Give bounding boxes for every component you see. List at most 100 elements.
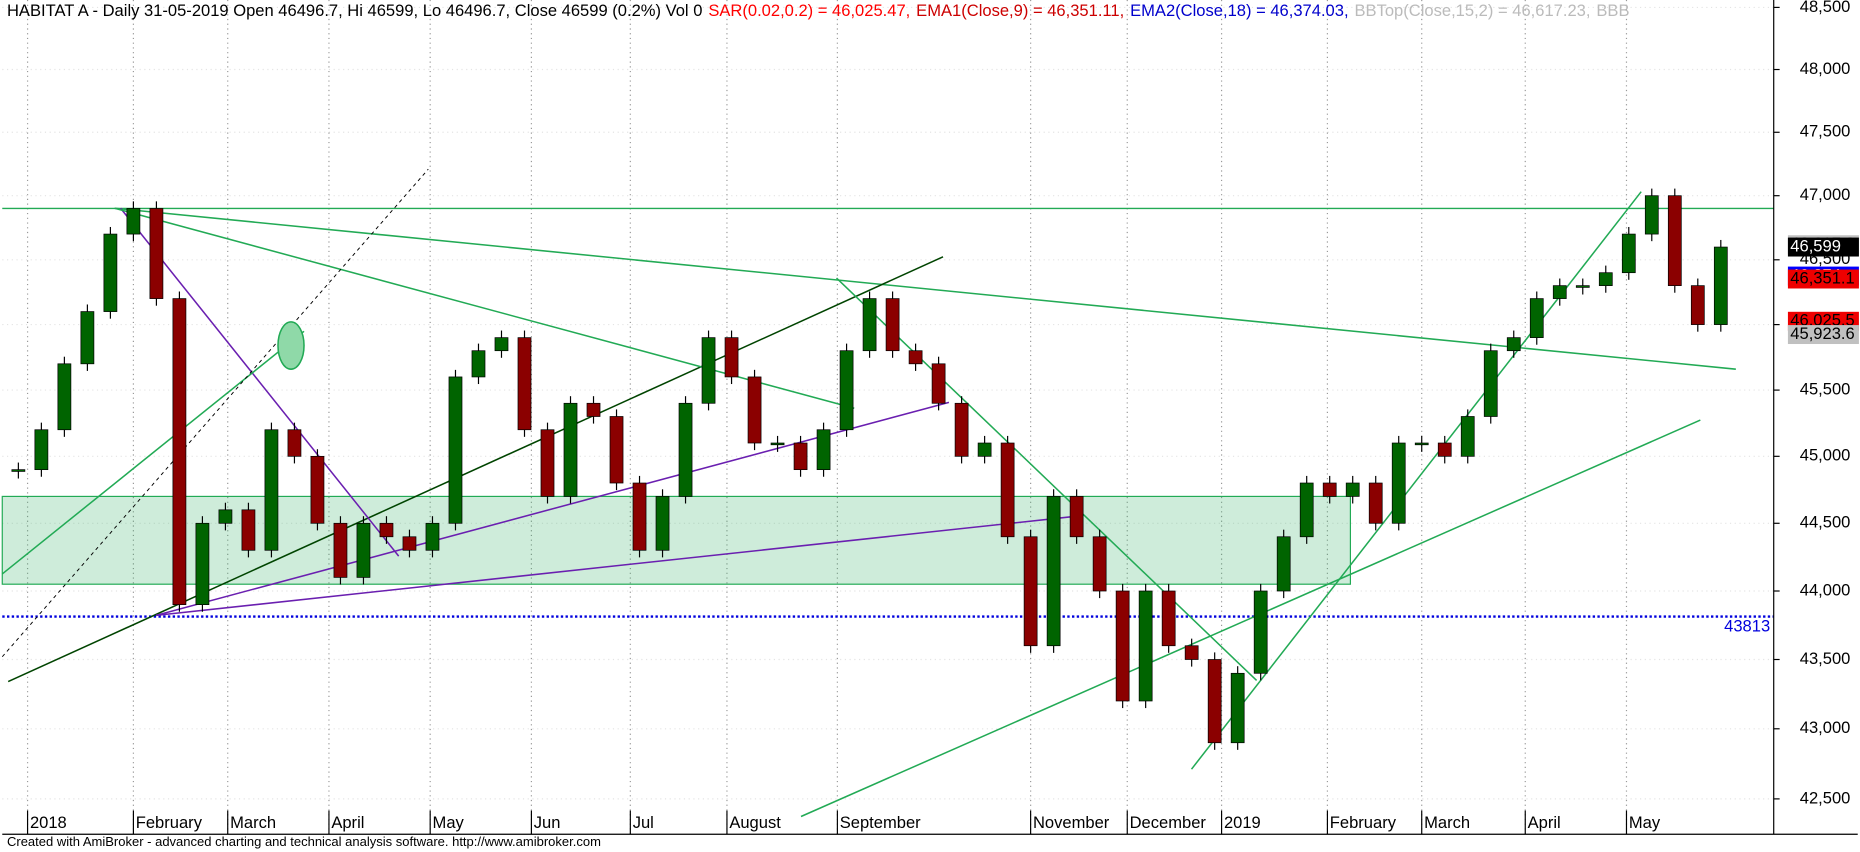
trendline — [800, 419, 1701, 818]
y-tick-label: 43,000 — [1800, 718, 1851, 737]
candle — [1161, 590, 1176, 647]
x-tick-label: December — [1130, 813, 1207, 832]
y-tick-label: 45,500 — [1800, 379, 1851, 398]
trendline — [7, 256, 944, 683]
candle — [1598, 272, 1613, 286]
candle — [287, 429, 302, 457]
ellipse — [277, 321, 305, 370]
candle — [1299, 482, 1314, 538]
trendline — [835, 277, 1258, 681]
x-tick-label: February — [1330, 813, 1397, 832]
candle — [655, 496, 670, 551]
x-tick-label: 2019 — [1224, 813, 1261, 832]
x-tick-label: May — [1629, 813, 1661, 832]
candle — [632, 482, 647, 551]
candle — [747, 376, 762, 444]
x-tick-label: September — [840, 813, 921, 832]
trendline — [156, 515, 1080, 617]
candle — [149, 208, 164, 299]
title-part: SAR(0.02,0.2) = 46,025.47, — [708, 1, 910, 20]
candle — [241, 509, 256, 551]
x-tick-label: August — [729, 813, 781, 832]
candle — [517, 337, 532, 431]
candle — [1322, 482, 1337, 497]
price-label: 45,923.6 — [1790, 324, 1854, 343]
candle — [379, 522, 394, 538]
y-tick-label: 45,000 — [1800, 446, 1851, 465]
candle — [862, 298, 877, 352]
candle — [1575, 285, 1590, 288]
candle — [402, 536, 417, 551]
candle — [80, 311, 95, 365]
candle — [1046, 496, 1061, 647]
candle — [1023, 536, 1038, 647]
candle — [333, 522, 348, 578]
candle — [954, 402, 969, 457]
candle — [977, 442, 992, 457]
candle — [1506, 337, 1521, 352]
candle — [57, 363, 72, 431]
candle — [563, 402, 578, 497]
trendline — [1, 330, 305, 575]
title-part: BBTop(Close,15,2) = 46,617.23, — [1355, 1, 1591, 20]
price-label: 46,599 — [1790, 236, 1841, 255]
candle — [425, 522, 440, 551]
candle — [11, 469, 26, 472]
chart-title: HABITAT A - Daily 31-05-2019 Open 46496.… — [7, 1, 1630, 20]
title-part: HABITAT A - Daily 31-05-2019 Open 46496.… — [7, 1, 702, 20]
y-tick-label: 43,500 — [1800, 649, 1851, 668]
y-tick-label: 44,500 — [1800, 513, 1851, 532]
candle — [1138, 590, 1153, 702]
x-tick-label: November — [1033, 813, 1110, 832]
candle — [1644, 195, 1659, 235]
candle — [586, 402, 601, 417]
candle — [1115, 590, 1130, 702]
candle — [218, 509, 233, 524]
candle — [1483, 350, 1498, 417]
price-badge — [1787, 237, 1859, 257]
candle — [34, 429, 49, 471]
x-tick-label: April — [331, 813, 364, 832]
axis-labels: 42,500 43,000 43,500 44,000 44,500 45,000 45,5… — [26, 0, 1859, 835]
y-tick-label: 47,500 — [1800, 122, 1851, 141]
candle — [839, 350, 854, 431]
candle — [1437, 442, 1452, 457]
candle — [1552, 285, 1567, 299]
price-label: 46,351.1 — [1790, 268, 1854, 287]
y-tick-label: 48,000 — [1800, 59, 1851, 78]
candle — [1713, 246, 1728, 325]
footer: Created with AmiBroker - advanced charti… — [7, 834, 601, 849]
x-tick-label: Jun — [534, 813, 561, 832]
x-tick-label: February — [136, 813, 203, 832]
candle — [678, 402, 693, 497]
x-tick-label: 2018 — [30, 813, 67, 832]
candle — [1667, 195, 1682, 286]
candle — [494, 337, 509, 352]
x-tick-label: May — [433, 813, 465, 832]
candle — [770, 442, 785, 446]
candle — [1529, 298, 1544, 338]
x-tick-label: Jul — [633, 813, 654, 832]
candle — [1207, 659, 1222, 744]
candle — [885, 298, 900, 352]
candle — [1230, 672, 1245, 744]
x-tick-label: March — [230, 813, 276, 832]
candle — [1621, 233, 1636, 274]
candle — [724, 337, 739, 378]
channel — [1, 168, 429, 658]
candle — [1000, 442, 1015, 538]
candle — [448, 376, 463, 524]
candle — [540, 429, 555, 497]
candle — [1276, 536, 1291, 592]
price-badge — [1787, 269, 1859, 289]
candle — [1253, 590, 1268, 674]
candle — [471, 350, 486, 378]
candle — [1069, 496, 1084, 538]
candle — [172, 298, 187, 605]
candle — [1184, 645, 1199, 660]
x-tick-label: March — [1424, 813, 1470, 832]
x-tick-label: April — [1528, 813, 1561, 832]
candle — [1391, 442, 1406, 524]
